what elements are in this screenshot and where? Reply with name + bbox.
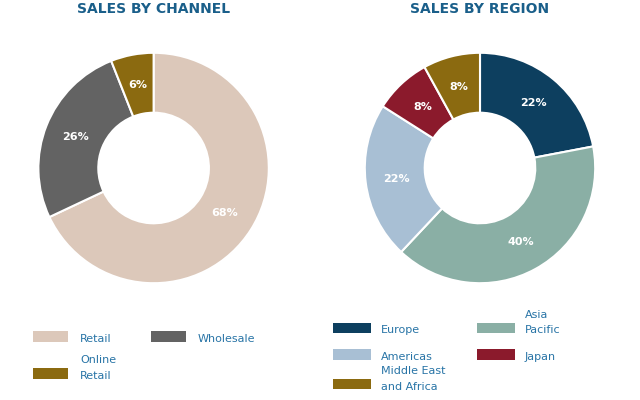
Text: Americas: Americas: [381, 352, 433, 362]
Wedge shape: [424, 53, 480, 120]
Text: 8%: 8%: [450, 82, 468, 92]
Title: SALES BY CHANNEL: SALES BY CHANNEL: [77, 2, 230, 16]
FancyBboxPatch shape: [477, 349, 515, 360]
FancyBboxPatch shape: [333, 349, 371, 360]
Title: SALES BY REGION: SALES BY REGION: [410, 2, 550, 16]
Wedge shape: [480, 53, 593, 158]
Circle shape: [431, 120, 529, 216]
FancyBboxPatch shape: [333, 322, 371, 333]
Text: Japan: Japan: [525, 352, 556, 362]
Text: Retail: Retail: [80, 371, 111, 381]
Text: Europe: Europe: [381, 326, 420, 336]
Text: Pacific: Pacific: [525, 326, 561, 336]
Text: Retail: Retail: [80, 334, 111, 344]
Text: 26%: 26%: [62, 132, 89, 142]
Text: 22%: 22%: [520, 98, 547, 108]
FancyBboxPatch shape: [477, 322, 515, 333]
Text: Wholesale: Wholesale: [198, 334, 255, 344]
Text: Online: Online: [80, 356, 116, 366]
Circle shape: [105, 120, 202, 216]
Text: 8%: 8%: [413, 102, 432, 112]
Wedge shape: [383, 67, 453, 138]
Text: 22%: 22%: [383, 174, 410, 184]
Wedge shape: [365, 106, 442, 252]
Text: 40%: 40%: [508, 237, 534, 247]
Wedge shape: [401, 146, 595, 283]
Wedge shape: [49, 53, 269, 283]
FancyBboxPatch shape: [333, 379, 371, 390]
FancyBboxPatch shape: [150, 331, 186, 342]
Wedge shape: [111, 53, 154, 116]
FancyBboxPatch shape: [33, 368, 68, 379]
Text: Middle East: Middle East: [381, 366, 445, 376]
Text: Asia: Asia: [525, 310, 548, 320]
Wedge shape: [38, 61, 133, 217]
Text: 68%: 68%: [211, 208, 238, 218]
FancyBboxPatch shape: [33, 331, 68, 342]
Text: and Africa: and Africa: [381, 382, 437, 392]
Text: 6%: 6%: [129, 80, 147, 90]
